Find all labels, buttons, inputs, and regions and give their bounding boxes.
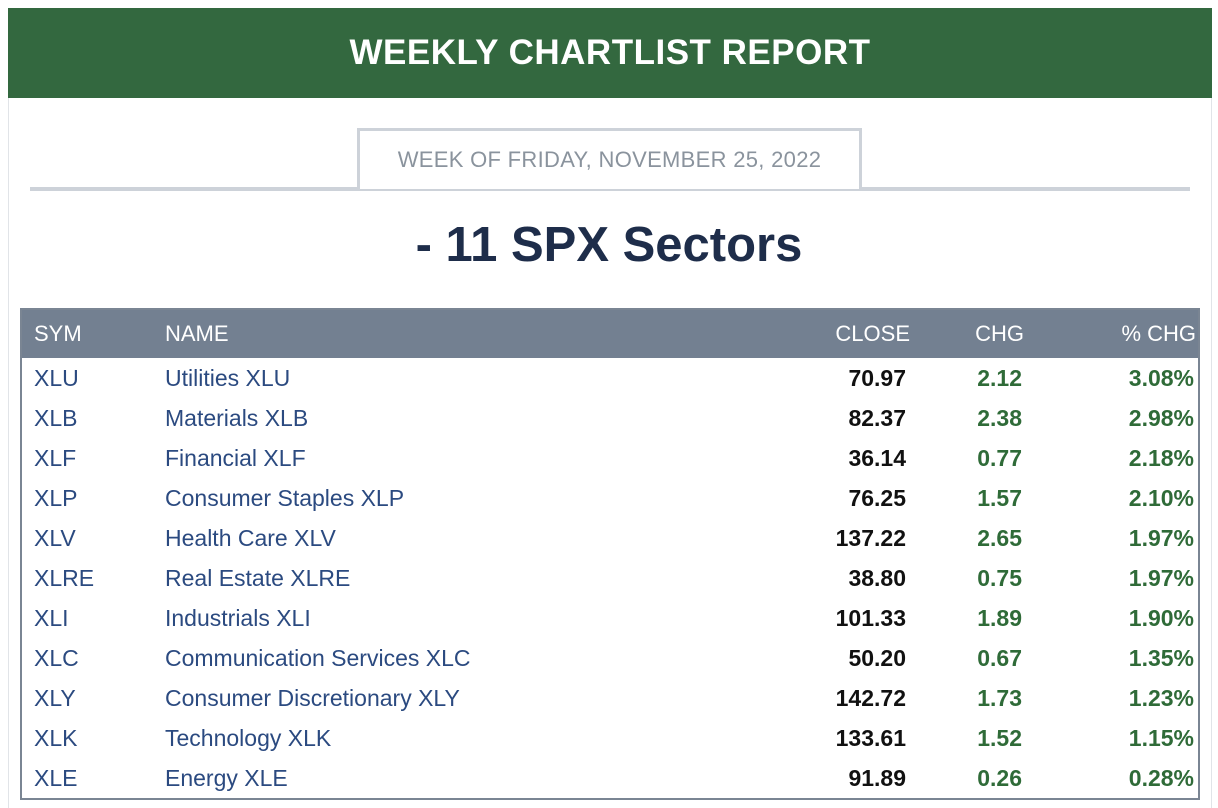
banner-title: WEEKLY CHARTLIST REPORT: [349, 33, 871, 72]
name-link[interactable]: Materials XLB: [165, 405, 309, 431]
pct-change-value: 1.97%: [1128, 565, 1194, 591]
header-name[interactable]: NAME: [165, 321, 229, 346]
change-value: 1.73: [977, 685, 1022, 711]
header-pct-chg[interactable]: % CHG: [1121, 321, 1196, 346]
close-value: 76.25: [848, 485, 906, 511]
name-link[interactable]: Energy XLE: [165, 765, 288, 791]
name-link[interactable]: Consumer Discretionary XLY: [165, 685, 460, 711]
name-link[interactable]: Communication Services XLC: [165, 645, 471, 671]
close-value: 137.22: [835, 525, 906, 551]
table-header: SYM NAME CLOSE CHG % CHG: [22, 310, 1198, 358]
section-title: - 11 SPX Sectors: [415, 218, 803, 272]
pct-change-value: 1.97%: [1128, 525, 1194, 551]
symbol-link[interactable]: XLP: [34, 485, 78, 511]
table-row: XLP Consumer Staples XLP 76.25 1.57 2.10%: [22, 478, 1198, 518]
close-value: 70.97: [848, 365, 906, 391]
close-value: 36.14: [848, 445, 906, 471]
table-row: XLF Financial XLF 36.14 0.77 2.18%: [22, 438, 1198, 478]
name-link[interactable]: Health Care XLV: [165, 525, 336, 551]
pct-change-value: 2.98%: [1128, 405, 1194, 431]
change-value: 2.38: [977, 405, 1022, 431]
symbol-link[interactable]: XLK: [34, 725, 78, 751]
close-value: 91.89: [848, 765, 906, 791]
pct-change-value: 2.10%: [1128, 485, 1194, 511]
pct-change-value: 1.90%: [1128, 605, 1194, 631]
name-link[interactable]: Industrials XLI: [165, 605, 311, 631]
change-value: 0.26: [977, 765, 1022, 791]
week-label-box: WEEK OF FRIDAY, NOVEMBER 25, 2022: [357, 128, 862, 189]
table-row: XLC Communication Services XLC 50.20 0.67 1.…: [22, 638, 1198, 678]
pct-change-value: 1.23%: [1128, 685, 1194, 711]
table-row: XLK Technology XLK 133.61 1.52 1.15%: [22, 718, 1198, 758]
close-value: 133.61: [835, 725, 906, 751]
close-value: 101.33: [835, 605, 906, 631]
name-link[interactable]: Financial XLF: [165, 445, 306, 471]
sector-table: SYM NAME CLOSE CHG % CHG XLU Utilities XL…: [20, 308, 1200, 800]
symbol-link[interactable]: XLY: [34, 685, 76, 711]
table-row: XLE Energy XLE 91.89 0.26 0.28%: [22, 758, 1198, 798]
pct-change-value: 2.18%: [1128, 445, 1194, 471]
close-value: 142.72: [835, 685, 906, 711]
change-value: 0.67: [977, 645, 1022, 671]
close-value: 82.37: [848, 405, 906, 431]
name-link[interactable]: Real Estate XLRE: [165, 565, 351, 591]
name-link[interactable]: Utilities XLU: [165, 365, 291, 391]
pct-change-value: 1.35%: [1128, 645, 1194, 671]
change-value: 1.89: [977, 605, 1022, 631]
name-link[interactable]: Consumer Staples XLP: [165, 485, 405, 511]
change-value: 0.77: [977, 445, 1022, 471]
table-row: XLY Consumer Discretionary XLY 142.72 1.73 1…: [22, 678, 1198, 718]
pct-change-value: 0.28%: [1128, 765, 1194, 791]
change-value: 0.75: [977, 565, 1022, 591]
header-chg[interactable]: CHG: [975, 321, 1024, 346]
week-label: WEEK OF FRIDAY, NOVEMBER 25, 2022: [397, 147, 822, 172]
table-row: XLI Industrials XLI 101.33 1.89 1.90%: [22, 598, 1198, 638]
change-value: 2.65: [977, 525, 1022, 551]
close-value: 50.20: [848, 645, 906, 671]
symbol-link[interactable]: XLI: [34, 605, 69, 631]
table-row: XLRE Real Estate XLRE 38.80 0.75 1.97%: [22, 558, 1198, 598]
symbol-link[interactable]: XLRE: [34, 565, 95, 591]
pct-change-value: 3.08%: [1128, 365, 1194, 391]
symbol-link[interactable]: XLU: [34, 365, 79, 391]
symbol-link[interactable]: XLE: [34, 765, 78, 791]
symbol-link[interactable]: XLF: [34, 445, 77, 471]
symbol-link[interactable]: XLB: [34, 405, 78, 431]
pct-change-value: 1.15%: [1128, 725, 1194, 751]
week-divider: [30, 187, 1190, 191]
table-row: XLU Utilities XLU 70.97 2.12 3.08%: [22, 358, 1198, 398]
header-sym[interactable]: SYM: [34, 321, 82, 346]
header-close[interactable]: CLOSE: [835, 321, 910, 346]
symbol-link[interactable]: XLC: [34, 645, 79, 671]
name-link[interactable]: Technology XLK: [165, 725, 332, 751]
change-value: 1.52: [977, 725, 1022, 751]
table-row: XLB Materials XLB 82.37 2.38 2.98%: [22, 398, 1198, 438]
table-body: XLU Utilities XLU 70.97 2.12 3.08% XLB Materia…: [22, 358, 1198, 798]
symbol-link[interactable]: XLV: [34, 525, 76, 551]
change-value: 1.57: [977, 485, 1022, 511]
change-value: 2.12: [977, 365, 1022, 391]
close-value: 38.80: [848, 565, 906, 591]
report-banner: WEEKLY CHARTLIST REPORT: [8, 8, 1212, 98]
table-row: XLV Health Care XLV 137.22 2.65 1.97%: [22, 518, 1198, 558]
